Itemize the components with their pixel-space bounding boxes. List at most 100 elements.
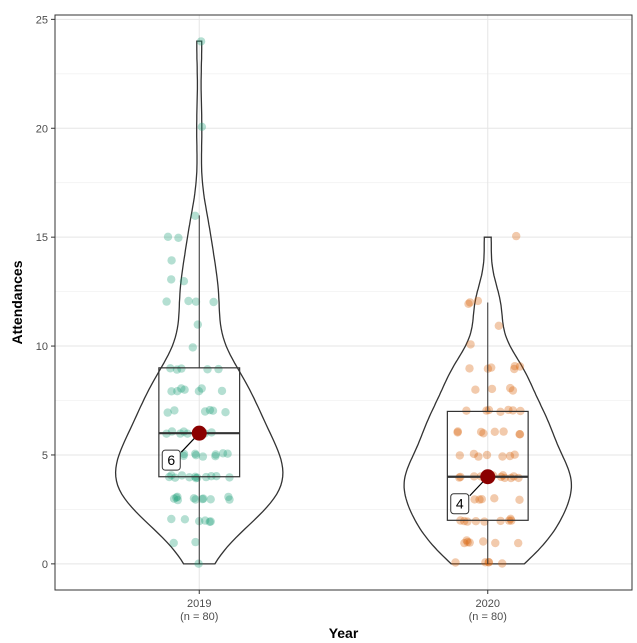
data-point — [470, 495, 479, 504]
data-point — [196, 37, 206, 46]
data-point — [510, 362, 519, 371]
data-point — [167, 514, 176, 524]
data-point — [206, 495, 215, 504]
y-tick-label: 20 — [36, 123, 48, 135]
box — [158, 367, 241, 478]
data-point — [203, 365, 212, 374]
data-point — [221, 408, 230, 417]
data-point — [224, 492, 233, 502]
data-point — [191, 211, 200, 220]
mean-markers: 64 — [161, 425, 496, 515]
data-point — [179, 451, 188, 461]
y-tick-label: 10 — [36, 341, 48, 353]
mean-label: 4 — [456, 496, 464, 512]
data-point — [225, 495, 234, 504]
data-point — [163, 408, 172, 417]
data-point — [191, 297, 201, 306]
x-tick-label: 2020 — [476, 598, 500, 610]
data-point — [199, 494, 208, 503]
data-point — [167, 275, 176, 284]
x-axis-title: Year — [329, 625, 359, 641]
data-point — [217, 386, 227, 396]
x-tick-sublabel: (n = 80) — [180, 611, 218, 623]
mean-label-box — [161, 449, 181, 471]
data-point — [208, 406, 218, 415]
data-point — [180, 385, 189, 394]
data-point — [174, 233, 183, 242]
y-axis-title: Attendances — [9, 260, 25, 344]
data-point — [209, 297, 218, 307]
data-point — [465, 298, 475, 307]
data-point — [465, 364, 474, 373]
data-point — [465, 538, 474, 547]
data-point — [463, 517, 472, 526]
data-point — [172, 493, 181, 502]
data-point — [167, 256, 176, 265]
data-point — [512, 231, 521, 241]
data-point — [455, 451, 464, 460]
data-point — [515, 495, 524, 504]
panel-border — [54, 14, 633, 591]
data-point — [205, 517, 214, 526]
violin-2019 — [114, 40, 284, 565]
data-point — [225, 473, 234, 482]
data-point — [484, 558, 494, 567]
data-point — [170, 406, 179, 415]
data-point — [484, 558, 493, 567]
data-point — [463, 537, 472, 547]
data-point — [469, 449, 479, 459]
data-point — [504, 405, 513, 415]
data-point — [476, 427, 486, 437]
data-point — [162, 297, 171, 306]
data-point — [180, 515, 190, 524]
data-point — [197, 384, 206, 393]
y-tick-label: 25 — [36, 14, 48, 26]
data-point — [487, 363, 496, 372]
data-point — [177, 471, 187, 480]
data-point — [211, 452, 220, 461]
data-point — [499, 427, 508, 436]
data-point — [479, 537, 488, 546]
data-point — [177, 384, 186, 393]
data-point — [464, 299, 473, 308]
data-point — [462, 536, 471, 545]
data-point — [163, 232, 173, 241]
x-axis: 2019(n = 80)2020(n = 80) — [180, 590, 507, 623]
mean-point — [480, 469, 496, 485]
data-point — [510, 364, 519, 374]
y-tick-label: 5 — [42, 450, 48, 462]
data-point — [471, 385, 480, 394]
data-point — [515, 362, 525, 371]
data-point — [510, 450, 519, 459]
data-point — [193, 320, 202, 329]
mean-point — [191, 425, 207, 441]
data-point — [490, 427, 499, 436]
data-point — [475, 495, 484, 504]
data-point — [451, 558, 460, 567]
data-point — [466, 340, 475, 349]
data-point — [198, 452, 208, 461]
data-point — [169, 494, 179, 503]
data-point — [479, 429, 488, 438]
data-point — [191, 537, 200, 547]
mean-label-box — [450, 493, 470, 515]
data-point — [453, 428, 462, 437]
data-point — [167, 427, 177, 436]
data-point — [172, 365, 182, 374]
data-point — [214, 364, 223, 374]
data-point — [505, 451, 515, 461]
data-point — [482, 406, 491, 415]
data-point — [188, 343, 197, 352]
data-point — [191, 474, 201, 483]
data-point — [453, 427, 462, 436]
data-point — [460, 538, 469, 548]
data-point — [167, 471, 176, 480]
data-point — [189, 494, 199, 503]
data-point — [508, 386, 518, 395]
data-point — [177, 364, 186, 373]
data-point — [170, 473, 180, 482]
data-point — [167, 387, 176, 396]
data-point — [191, 449, 200, 458]
y-tick-label: 0 — [42, 559, 48, 571]
violin-2020 — [403, 236, 573, 565]
